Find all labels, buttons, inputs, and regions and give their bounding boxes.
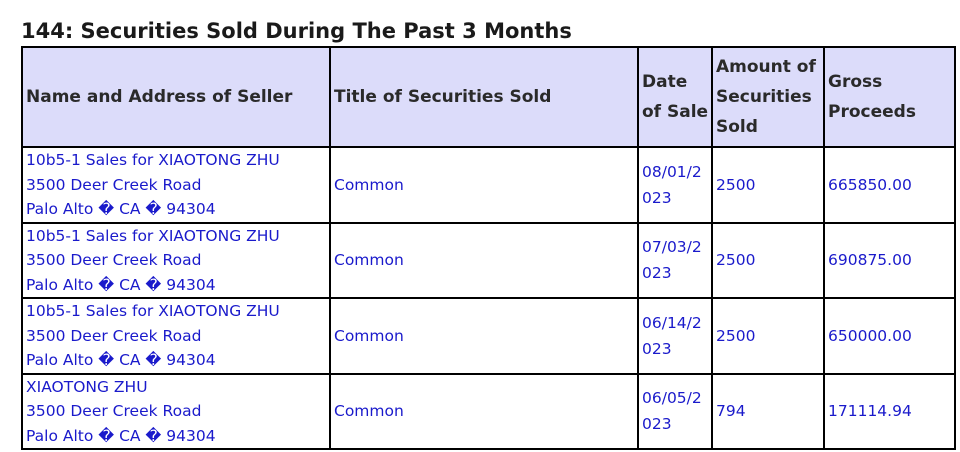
header-amount-sold: Amount of Securities Sold bbox=[711, 46, 825, 148]
security-title: Common bbox=[329, 146, 639, 224]
amount-sold: 2500 bbox=[711, 297, 825, 375]
table-row: 10b5-1 Sales for XIAOTONG ZHU 3500 Deer … bbox=[21, 297, 956, 375]
seller-city: Palo Alto � CA � 94304 bbox=[26, 426, 216, 445]
gross-proceeds: 690875.00 bbox=[823, 221, 956, 299]
gross-proceeds: 665850.00 bbox=[823, 146, 956, 224]
seller-cell: 10b5-1 Sales for XIAOTONG ZHU 3500 Deer … bbox=[21, 297, 331, 375]
sale-date: 07/03/2023 bbox=[637, 221, 713, 299]
amount-sold: 794 bbox=[711, 372, 825, 450]
security-title: Common bbox=[329, 372, 639, 450]
seller-name: 10b5-1 Sales for XIAOTONG ZHU bbox=[26, 226, 280, 245]
sale-date: 08/01/2023 bbox=[637, 146, 713, 224]
seller-city: Palo Alto � CA � 94304 bbox=[26, 200, 216, 218]
gross-proceeds: 650000.00 bbox=[823, 297, 956, 375]
sale-date: 06/05/2023 bbox=[637, 372, 713, 450]
seller-name: XIAOTONG ZHU bbox=[26, 377, 148, 396]
header-title-securities: Title of Securities Sold bbox=[329, 46, 639, 148]
gross-proceeds: 171114.94 bbox=[823, 372, 956, 450]
seller-city: Palo Alto � CA � 94304 bbox=[26, 275, 216, 294]
seller-cell: 10b5-1 Sales for XIAOTONG ZHU 3500 Deer … bbox=[21, 146, 331, 224]
header-name-address: Name and Address of Seller bbox=[21, 46, 331, 148]
seller-name: 10b5-1 Sales for XIAOTONG ZHU bbox=[26, 302, 280, 320]
security-title: Common bbox=[329, 221, 639, 299]
seller-street: 3500 Deer Creek Road bbox=[26, 251, 202, 269]
seller-street: 3500 Deer Creek Road bbox=[26, 402, 202, 420]
seller-cell: XIAOTONG ZHU 3500 Deer Creek Road Palo A… bbox=[21, 372, 331, 450]
header-gross-proceeds: Gross Proceeds bbox=[823, 46, 956, 148]
seller-cell: 10b5-1 Sales for XIAOTONG ZHU 3500 Deer … bbox=[21, 221, 331, 299]
seller-name: 10b5-1 Sales for XIAOTONG ZHU bbox=[26, 151, 280, 169]
sale-date: 06/14/2023 bbox=[637, 297, 713, 375]
security-title: Common bbox=[329, 297, 639, 375]
seller-street: 3500 Deer Creek Road bbox=[26, 175, 202, 194]
table-row: 10b5-1 Sales for XIAOTONG ZHU 3500 Deer … bbox=[21, 146, 956, 224]
table-row: 10b5-1 Sales for XIAOTONG ZHU 3500 Deer … bbox=[21, 221, 956, 299]
seller-city: Palo Alto � CA � 94304 bbox=[26, 351, 216, 369]
seller-street: 3500 Deer Creek Road bbox=[26, 326, 202, 345]
table-row: XIAOTONG ZHU 3500 Deer Creek Road Palo A… bbox=[21, 372, 956, 450]
header-date-of-sale: Date of Sale bbox=[637, 46, 713, 148]
table-header-row: Name and Address of Seller Title of Secu… bbox=[21, 46, 956, 148]
section-title: 144: Securities Sold During The Past 3 M… bbox=[21, 19, 572, 43]
amount-sold: 2500 bbox=[711, 146, 825, 224]
securities-sold-section: 144: Securities Sold During The Past 3 M… bbox=[21, 16, 959, 450]
amount-sold: 2500 bbox=[711, 221, 825, 299]
securities-sold-table: Name and Address of Seller Title of Secu… bbox=[21, 46, 956, 450]
